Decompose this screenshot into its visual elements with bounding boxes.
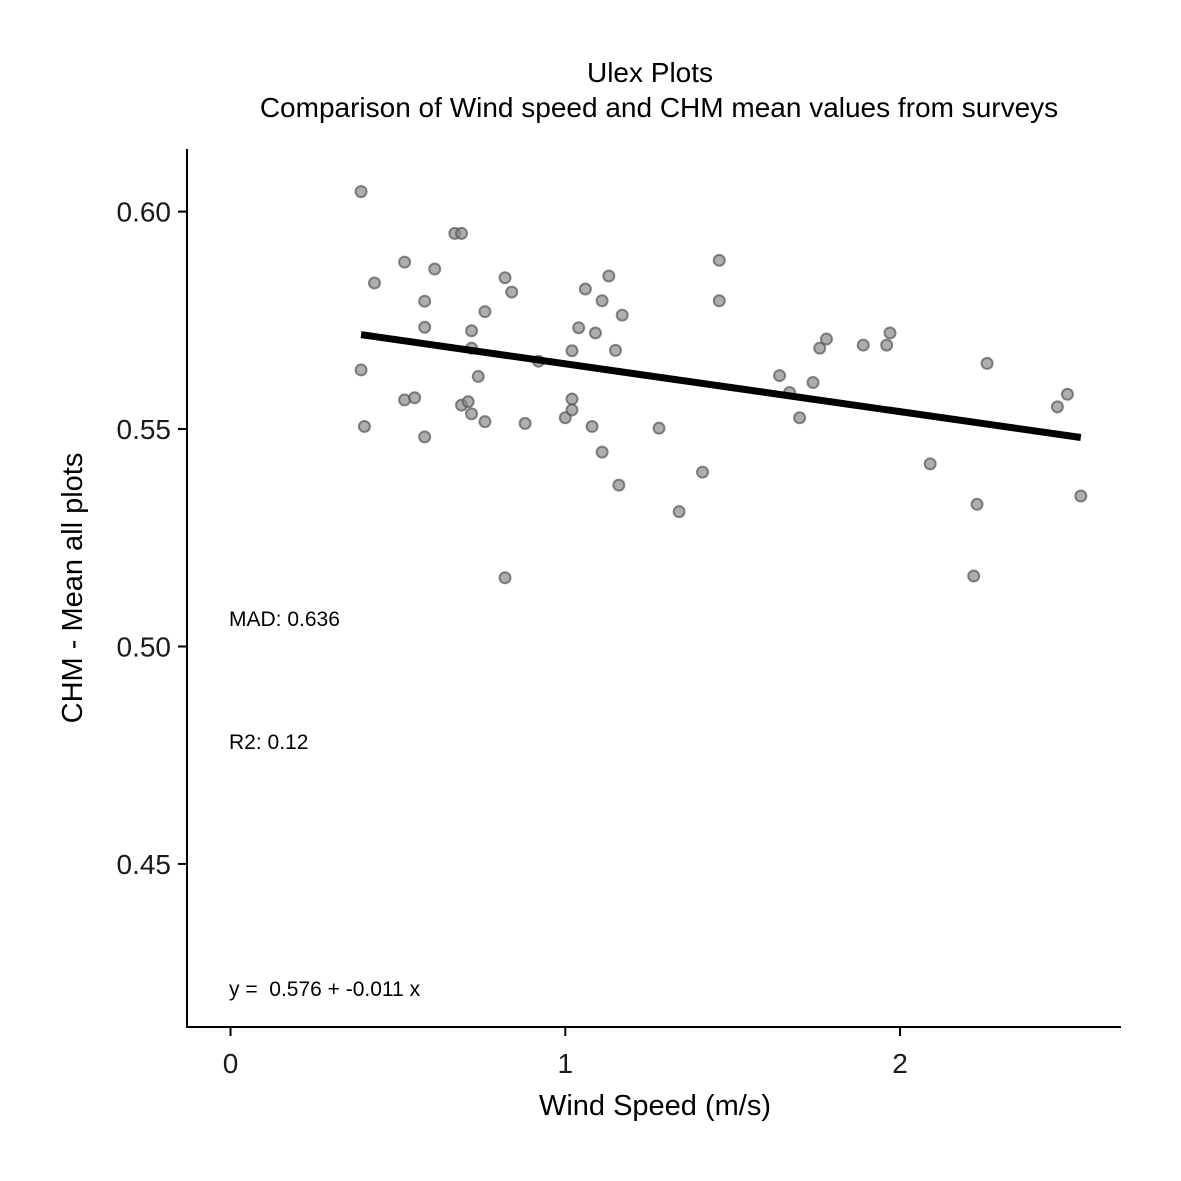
data-point	[696, 465, 710, 479]
data-point	[967, 569, 981, 583]
data-point	[712, 253, 726, 267]
data-point	[856, 338, 870, 352]
data-point	[572, 321, 586, 335]
data-point	[357, 419, 371, 433]
data-point	[498, 571, 512, 585]
data-point	[806, 376, 820, 390]
data-point	[773, 369, 787, 383]
chart-title: Ulex Plots	[587, 57, 713, 88]
chart-subtitle: Comparison of Wind speed and CHM mean va…	[260, 92, 1058, 123]
data-point	[883, 326, 897, 340]
data-point	[465, 324, 479, 338]
data-point	[793, 411, 807, 425]
data-point	[565, 403, 579, 417]
x-tick-label: 2	[892, 1048, 908, 1079]
data-point	[418, 320, 432, 334]
y-tick-label: 0.50	[117, 631, 172, 662]
data-point	[980, 356, 994, 370]
data-point	[478, 305, 492, 319]
data-point	[602, 269, 616, 283]
data-point	[455, 226, 469, 240]
data-point	[505, 285, 519, 299]
data-point	[652, 421, 666, 435]
data-point	[398, 255, 412, 269]
y-tick-label: 0.60	[117, 197, 172, 228]
data-point	[813, 341, 827, 355]
data-points	[354, 185, 1088, 585]
data-point	[498, 271, 512, 285]
x-axis-label: Wind Speed (m/s)	[539, 1090, 771, 1122]
data-point	[418, 430, 432, 444]
data-point	[1060, 387, 1074, 401]
y-tick-label: 0.45	[117, 849, 172, 880]
data-point	[565, 392, 579, 406]
data-point	[1050, 400, 1064, 414]
data-point	[595, 445, 609, 459]
data-point	[578, 282, 592, 296]
data-point	[819, 332, 833, 346]
x-axis-ticks: 0 1 2	[223, 1027, 908, 1079]
data-point	[609, 343, 623, 357]
x-tick-label: 1	[557, 1048, 573, 1079]
data-point	[465, 407, 479, 421]
data-point	[970, 497, 984, 511]
data-point	[471, 369, 485, 383]
data-point	[672, 505, 686, 519]
regression-line	[360, 331, 1082, 441]
data-point	[408, 391, 422, 405]
y-axis-label: CHM - Mean all plots	[57, 453, 89, 724]
data-point	[588, 326, 602, 340]
data-point	[428, 262, 442, 276]
y-tick-label: 0.55	[117, 414, 172, 445]
data-point	[418, 294, 432, 308]
data-point	[518, 416, 532, 430]
data-point	[923, 457, 937, 471]
data-point	[478, 415, 492, 429]
data-point	[712, 294, 726, 308]
data-point	[354, 185, 368, 199]
data-point	[585, 419, 599, 433]
r2-annotation: R2: 0.12	[229, 731, 308, 754]
y-axis-ticks: 0.45 0.50 0.55 0.60	[117, 197, 187, 880]
data-point	[880, 338, 894, 352]
data-point	[595, 294, 609, 308]
data-point	[367, 276, 381, 290]
regression-line-group	[360, 331, 1082, 441]
mad-annotation: MAD: 0.636	[229, 608, 340, 631]
data-point	[1074, 489, 1088, 503]
data-point	[612, 478, 626, 492]
equation-annotation: y = 0.576 + -0.011 x	[229, 978, 421, 1001]
data-point	[615, 308, 629, 322]
data-point	[461, 395, 475, 409]
data-point	[565, 344, 579, 358]
data-point	[354, 363, 368, 377]
x-tick-label: 0	[223, 1048, 239, 1079]
